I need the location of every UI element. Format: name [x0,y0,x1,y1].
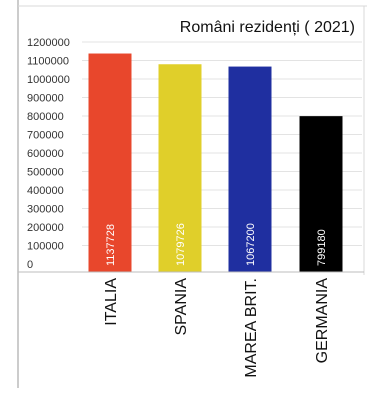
y-tick-label: 0 [27,259,33,271]
bar-data-label: 1079726 [175,223,187,266]
x-category-label: ITALIA [103,278,120,326]
y-tick-label: 100000 [27,241,64,253]
bar-data-label: 1067200 [245,223,257,266]
bars [89,54,343,272]
y-axis-tick-labels: 0 100000 200000 300000 400000 500000 600000 700… [27,37,70,271]
y-tick-label: 400000 [27,185,64,197]
y-tick-label: 500000 [27,167,64,179]
y-tick-label: 600000 [27,148,64,160]
y-tick-label: 1100000 [27,56,69,68]
y-tick-label: 1000000 [27,74,70,86]
bar-data-labels: 1137728 1079726 1067200 799180 [105,223,328,266]
y-tick-label: 200000 [27,222,64,234]
x-category-label: GERMANIA [314,278,331,364]
bar-data-label: 799180 [316,229,328,266]
y-tick-label: 1200000 [27,37,70,49]
y-tick-label: 300000 [27,204,64,216]
y-tick-label: 800000 [27,111,64,123]
chart-title: Români rezidenți ( 2021) [180,19,355,36]
y-tick-label: 700000 [27,130,64,142]
x-category-label: SPANIA [173,278,190,336]
y-tick-label: 900000 [27,93,64,105]
bar-data-label: 1137728 [105,224,117,266]
x-axis-category-labels: ITALIA SPANIA MAREA BRIT. GERMANIA [103,278,331,378]
x-category-label: MAREA BRIT. [243,278,260,378]
